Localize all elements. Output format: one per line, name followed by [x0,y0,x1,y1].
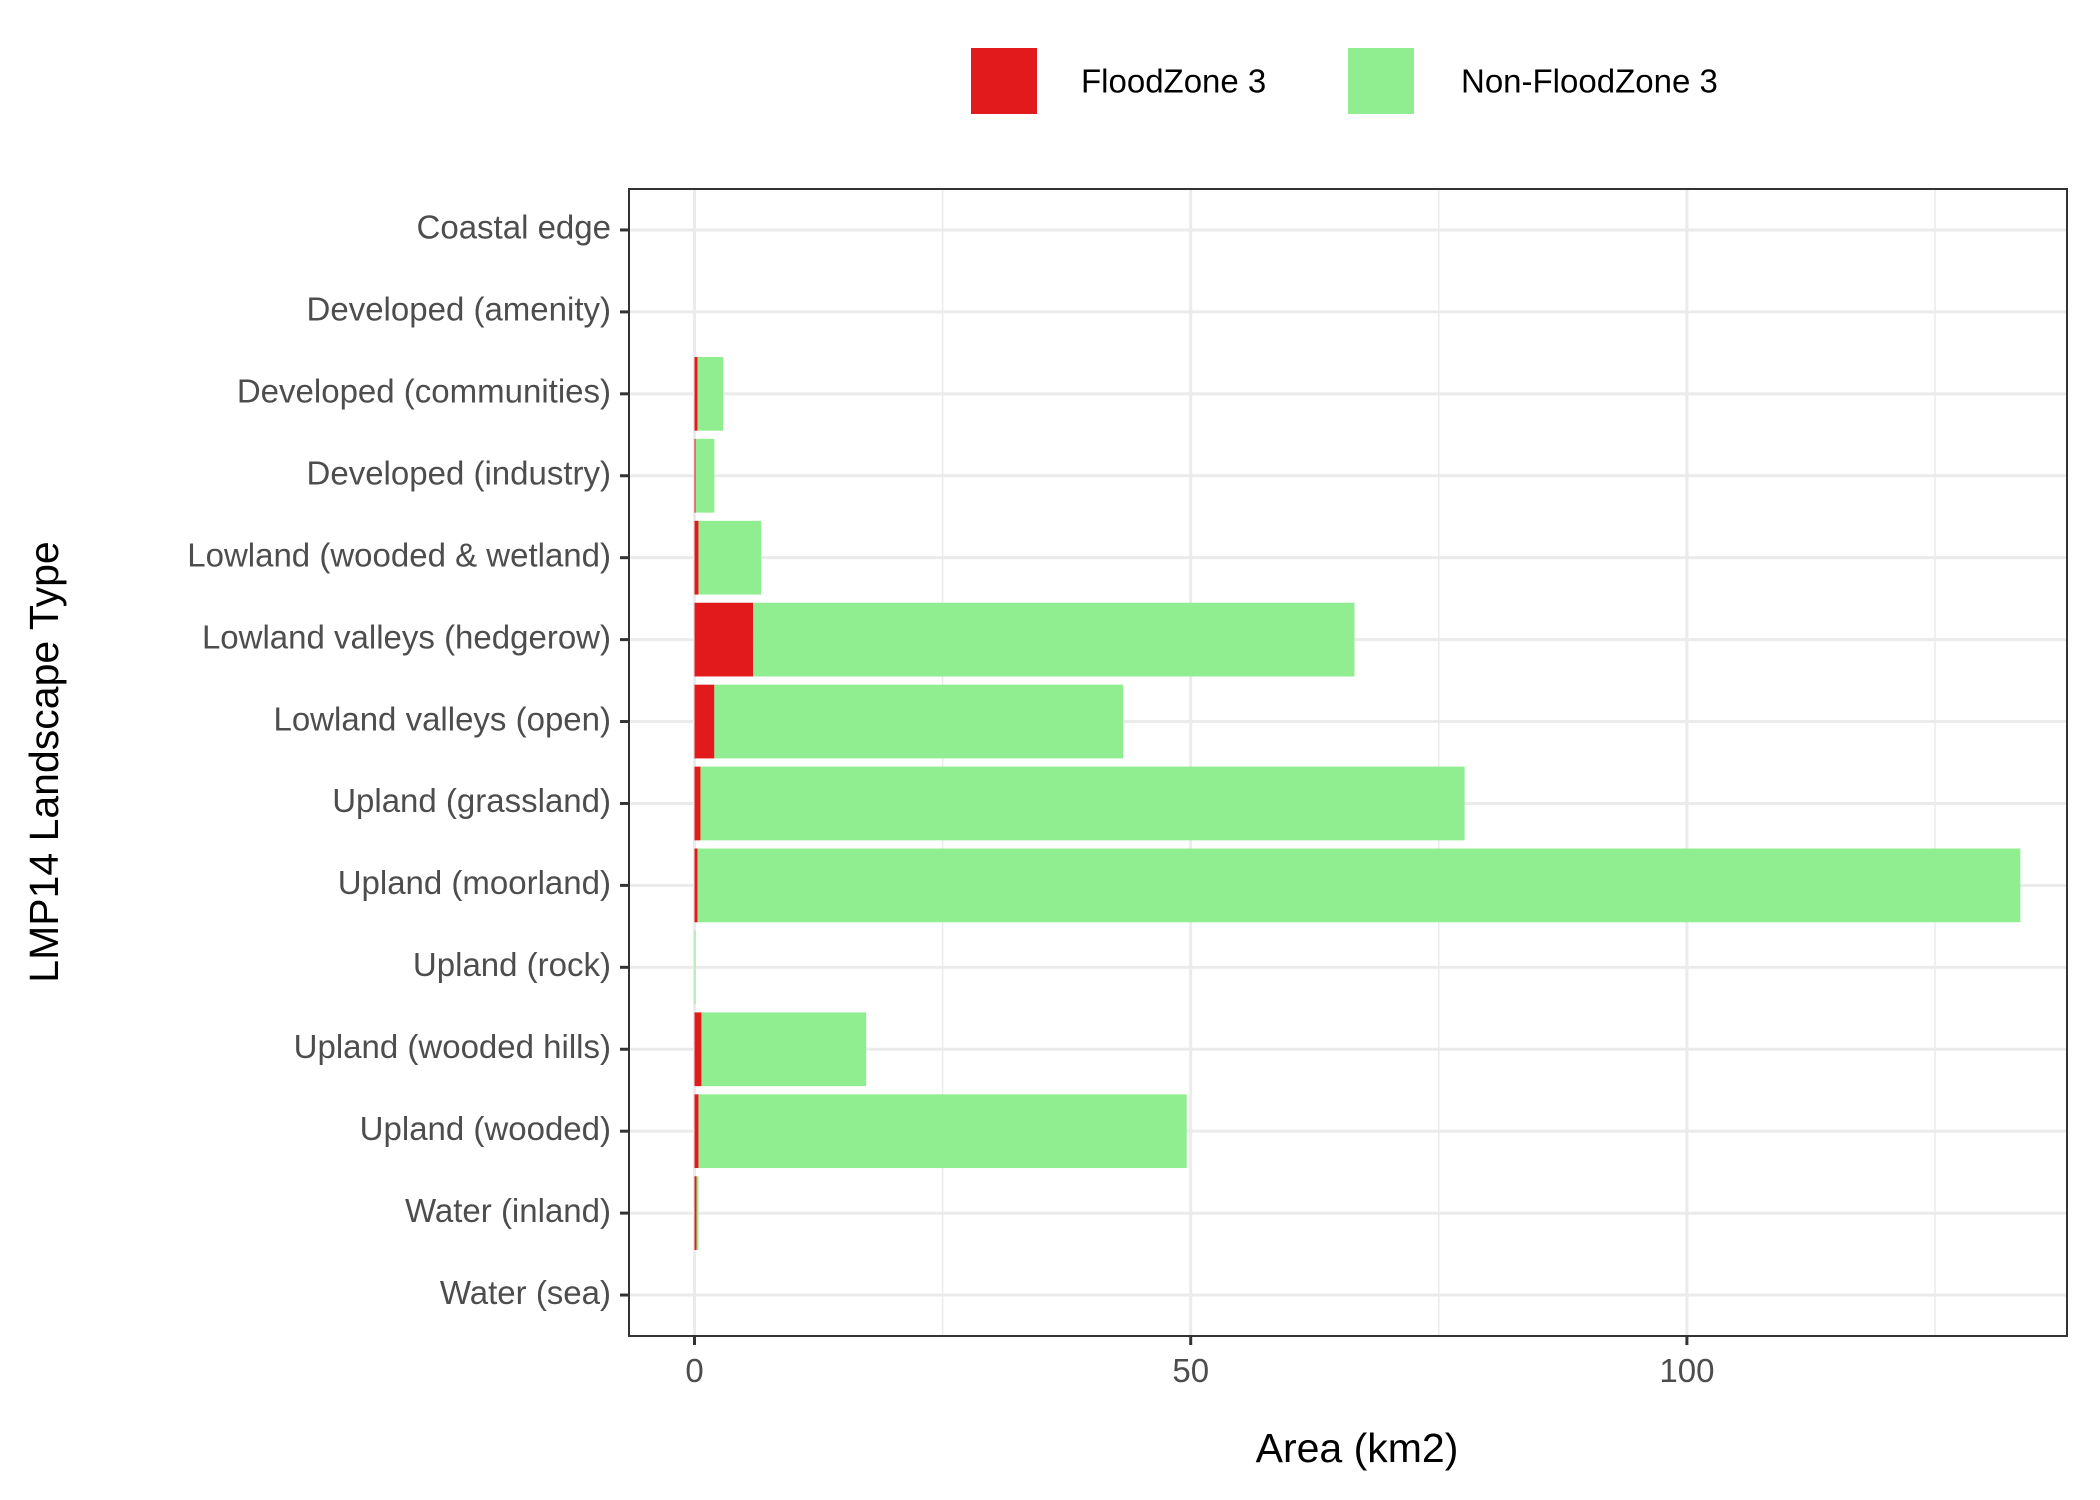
legend-key-non-floodzone-3 [1348,48,1414,114]
y-tick-label: Lowland (wooded & wetland) [187,536,611,573]
y-tick-label: Developed (amenity) [307,291,611,328]
x-axis: 0 50 100 [685,1336,1714,1389]
bar-lowland-wooded-wetland-non-floodzone-3 [698,520,761,595]
bar-upland-wooded-non-floodzone-3 [698,1094,1187,1169]
y-tick-label: Coastal edge [417,209,611,246]
y-tick-label: Water (inland) [405,1192,611,1229]
bar-water-inland-non-floodzone-3 [696,1176,699,1250]
bar-upland-wooded-hills-non-floodzone-3 [701,1012,867,1087]
y-tick-label: Upland (grassland) [332,782,611,819]
bar-upland-grassland-non-floodzone-3 [700,766,1465,841]
y-axis-title: LMP14 Landscape Type [21,541,67,982]
bar-lowland-valleys-hedgerow-floodzone-3 [694,602,754,677]
y-tick-label: Lowland valleys (open) [273,700,611,737]
legend-label-floodzone-3: FloodZone 3 [1081,63,1266,100]
bar-lowland-valleys-open-non-floodzone-3 [714,684,1124,759]
bar-upland-moorland-floodzone-3 [694,848,698,923]
legend-label-non-floodzone-3: Non-FloodZone 3 [1461,63,1718,100]
bar-water-inland-floodzone-3 [694,1176,697,1250]
y-tick-label: Upland (wooded hills) [294,1028,611,1065]
x-tick-label: 100 [1659,1352,1714,1389]
y-tick-label: Upland (wooded) [360,1110,611,1147]
legend-key-floodzone-3 [971,48,1037,114]
bar-upland-moorland-non-floodzone-3 [697,848,2021,923]
bar-upland-wooded-floodzone-3 [694,1094,699,1169]
y-tick-label: Water (sea) [440,1274,611,1311]
bar-developed-industry-floodzone-3 [694,438,696,513]
legend: FloodZone 3 Non-FloodZone 3 [971,48,1718,114]
y-tick-label: Upland (moorland) [338,864,611,901]
bar-lowland-valleys-open-floodzone-3 [694,684,715,759]
y-axis: Coastal edge Developed (amenity) Developed… [187,209,629,1311]
bar-lowland-wooded-wetland-floodzone-3 [694,520,699,595]
x-axis-title: Area (km2) [1256,1425,1459,1471]
plot-panel-border [628,188,2068,1337]
bar-developed-industry-non-floodzone-3 [695,438,715,513]
x-tick-label: 0 [685,1352,703,1389]
x-tick-label: 50 [1172,1352,1209,1389]
y-tick-label: Developed (communities) [237,373,611,410]
bar-developed-communities-non-floodzone-3 [697,356,724,431]
y-tick-label: Upland (rock) [413,946,611,983]
bar-lowland-valleys-hedgerow-non-floodzone-3 [753,602,1355,677]
y-tick-label: Developed (industry) [307,454,611,491]
bars [694,356,2021,1250]
bar-developed-communities-floodzone-3 [694,356,698,431]
bar-upland-grassland-floodzone-3 [694,766,701,841]
y-tick-label: Lowland valleys (hedgerow) [202,618,611,655]
bar-upland-wooded-hills-floodzone-3 [694,1012,702,1087]
bar-upland-rock-non-floodzone-3 [694,930,696,1005]
